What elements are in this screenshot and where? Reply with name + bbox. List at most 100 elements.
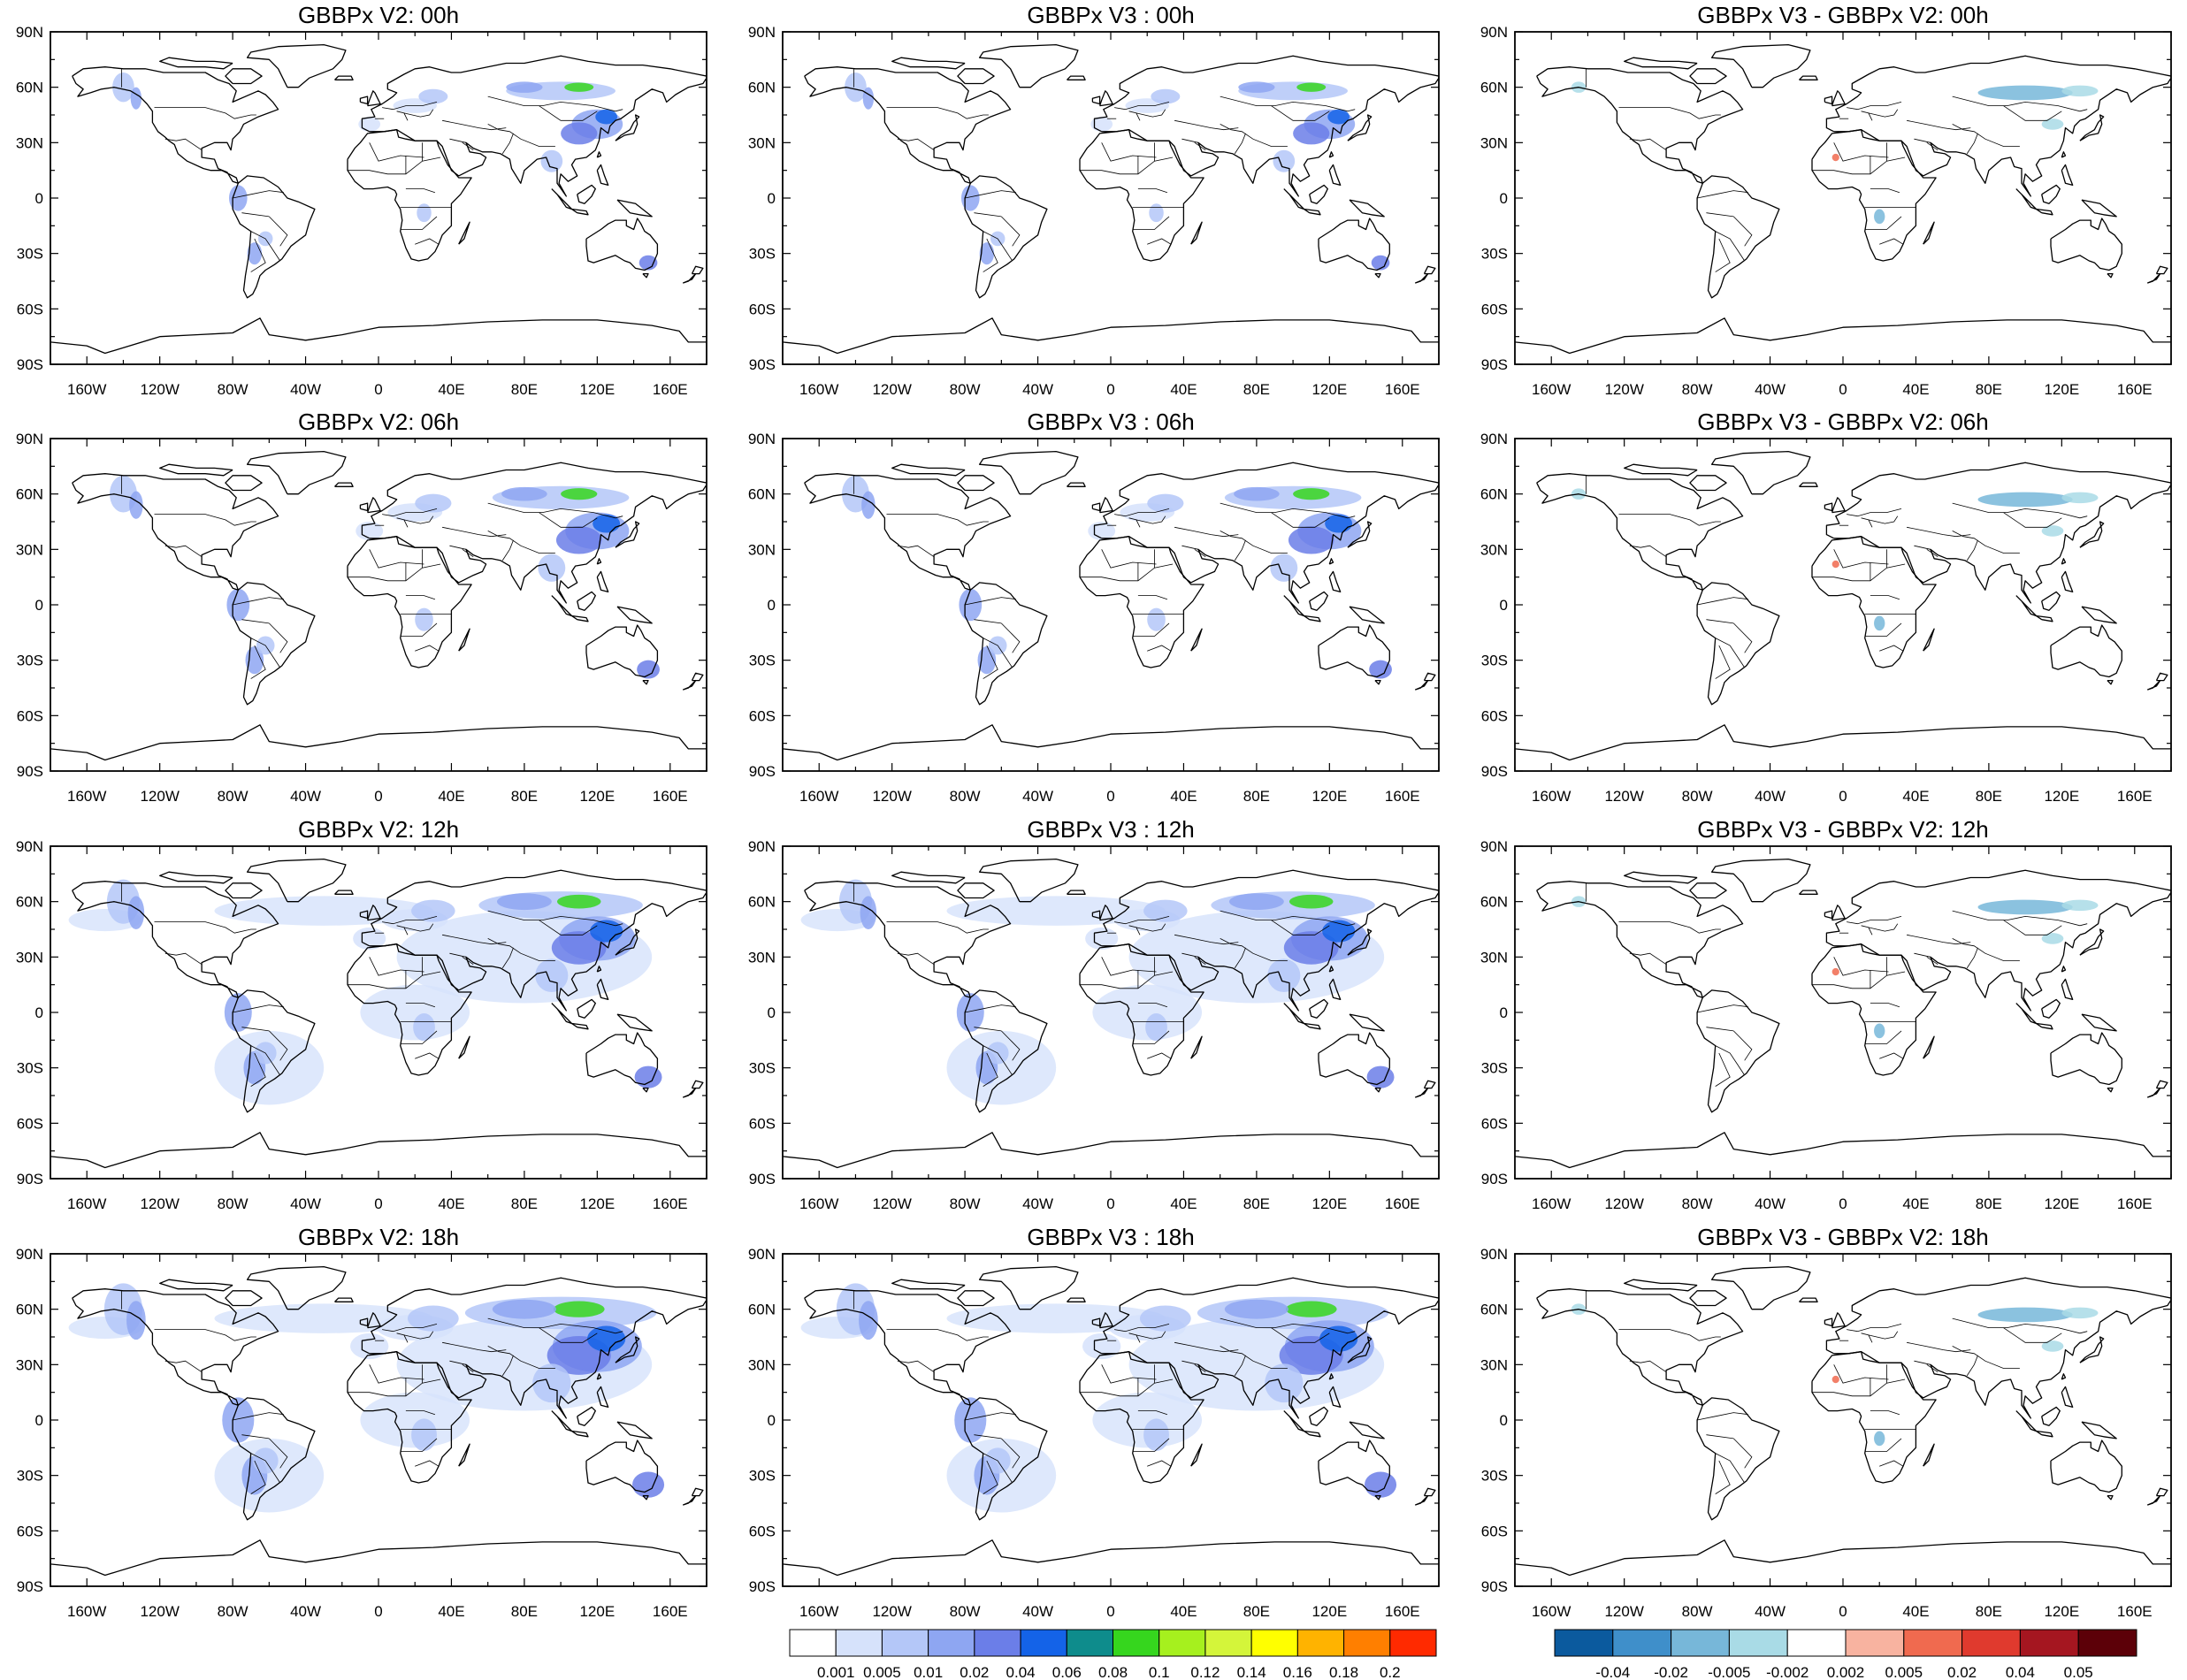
coastline xyxy=(1710,450,1811,495)
coastline xyxy=(616,199,653,218)
country-border xyxy=(1137,1003,1168,1008)
coastline xyxy=(2079,114,2105,141)
coastline xyxy=(1515,1539,2171,1577)
country-border xyxy=(2003,920,2062,935)
lon-tick-label: 40E xyxy=(438,381,464,398)
country-border xyxy=(1870,595,1900,600)
lon-tick-label: 80E xyxy=(511,1195,538,1212)
axis-ticks: 90N 60N 30N 0 30S 60S 90S 160W 120W 80W 40W 0 40E 80E… xyxy=(16,431,707,805)
emission-shade xyxy=(413,1013,435,1042)
colorbar-label: 0.18 xyxy=(1329,1664,1358,1680)
coastline xyxy=(2050,624,2122,678)
lon-tick-label: 40W xyxy=(1022,1603,1053,1620)
coastline xyxy=(616,1421,653,1439)
emission-shade xyxy=(1145,1013,1167,1042)
coastline xyxy=(1349,606,1385,624)
lon-tick-label: 120W xyxy=(1604,381,1643,398)
country-border xyxy=(1174,1341,1239,1353)
lat-tick-label: 0 xyxy=(768,190,776,207)
difference-shade xyxy=(1874,1431,1885,1447)
coastline xyxy=(1689,68,1727,85)
country-border xyxy=(1952,938,2020,961)
coastline xyxy=(1283,188,1305,210)
emission-shade xyxy=(535,958,569,993)
coastline xyxy=(1624,57,1698,70)
country-border xyxy=(1174,934,1239,945)
country-border xyxy=(250,1052,266,1087)
coastline xyxy=(1067,482,1086,487)
emission-shade xyxy=(1228,893,1284,911)
lon-tick-label: 40W xyxy=(1022,788,1053,805)
lon-tick-label: 80E xyxy=(1976,1603,2002,1620)
country-border xyxy=(1697,1412,1748,1421)
lat-tick-label: 60N xyxy=(748,80,776,96)
lon-tick-label: 40E xyxy=(1170,1195,1197,1212)
coastline xyxy=(682,1087,697,1098)
lon-tick-label: 40W xyxy=(1755,1603,1786,1620)
coastline xyxy=(891,463,966,477)
country-border xyxy=(1847,916,1902,925)
colorbar-box xyxy=(1786,1629,1847,1657)
emission-shade xyxy=(632,1471,665,1498)
country-border xyxy=(1194,141,1206,151)
country-border xyxy=(415,1460,440,1467)
lat-tick-label: 60S xyxy=(1481,707,1508,724)
difference-shade xyxy=(1831,560,1839,569)
lat-tick-label: 60N xyxy=(16,486,43,503)
lon-tick-label: 80E xyxy=(1976,381,2002,398)
country-border xyxy=(462,548,474,558)
coastline xyxy=(2079,1336,2105,1363)
country-border xyxy=(1080,1378,1174,1397)
colorbar-box xyxy=(1066,1629,1114,1657)
country-border xyxy=(1812,1378,1906,1397)
coastline xyxy=(1423,265,1436,275)
coastline xyxy=(551,1003,573,1025)
coastline xyxy=(2050,1439,2122,1493)
emission-shade xyxy=(1267,958,1301,993)
lon-tick-label: 160E xyxy=(653,1195,688,1212)
coastline xyxy=(1799,1297,1818,1302)
coastline xyxy=(361,462,707,604)
lat-tick-label: 30S xyxy=(749,1468,776,1485)
country-border xyxy=(164,1360,203,1373)
emission-shade xyxy=(247,242,263,265)
colorbar-difference: -0.04 -0.02 -0.005 -0.002 0.002 0.005 0.02 0.04… xyxy=(1554,1629,2137,1680)
emission-shade xyxy=(1234,486,1280,501)
country-border xyxy=(1194,1363,1206,1373)
coastline xyxy=(964,582,1048,706)
lat-tick-label: 90S xyxy=(749,763,776,780)
coastline xyxy=(2015,595,2038,617)
country-border xyxy=(1847,102,1902,111)
difference-shade xyxy=(1831,153,1839,162)
coastline xyxy=(1067,890,1086,895)
lat-tick-label: 60S xyxy=(17,301,43,317)
lon-tick-label: 120W xyxy=(1604,788,1643,805)
lat-tick-label: 90N xyxy=(1480,1246,1508,1263)
emission-shade xyxy=(595,109,618,125)
map-content xyxy=(50,858,707,1169)
country-border xyxy=(1271,920,1330,935)
colorbar-box xyxy=(1250,1629,1298,1657)
country-border xyxy=(1870,1410,1900,1416)
country-border xyxy=(965,597,1016,606)
lon-tick-label: 40E xyxy=(1902,788,1929,805)
coastline xyxy=(1347,928,1373,956)
country-border xyxy=(1861,925,1873,935)
coastline xyxy=(596,1386,609,1409)
coastline xyxy=(246,450,347,495)
coastline xyxy=(1091,502,1101,512)
coastline xyxy=(2035,208,2053,216)
lat-tick-label: 0 xyxy=(1500,1412,1508,1429)
country-border xyxy=(1234,133,1246,155)
coastline xyxy=(1374,272,1381,279)
coastline xyxy=(577,591,596,611)
lat-tick-label: 0 xyxy=(768,1412,776,1429)
country-border xyxy=(539,512,598,528)
country-border xyxy=(1861,1333,1873,1343)
country-border xyxy=(1966,133,1978,155)
colorbar-label: -0.04 xyxy=(1595,1664,1630,1680)
country-border xyxy=(1137,188,1168,194)
coastline xyxy=(577,1406,596,1426)
map-content xyxy=(1515,450,2171,761)
country-border xyxy=(1715,1052,1731,1087)
